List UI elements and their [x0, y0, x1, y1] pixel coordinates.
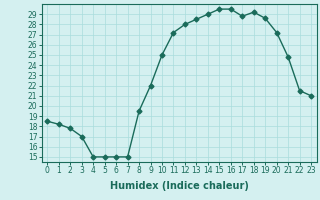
X-axis label: Humidex (Indice chaleur): Humidex (Indice chaleur) [110, 181, 249, 191]
